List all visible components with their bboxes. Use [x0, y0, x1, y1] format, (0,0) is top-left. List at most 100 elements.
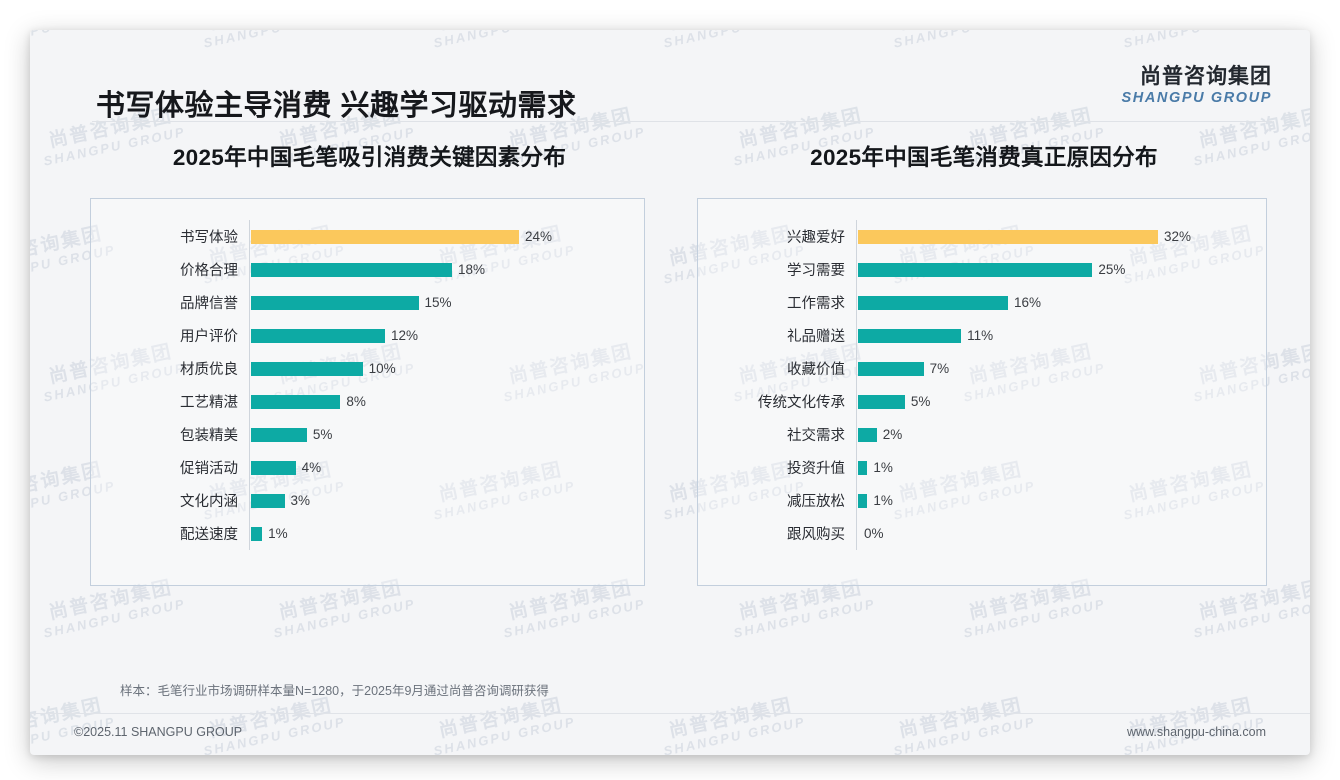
bar-row: 收藏价值 7% [698, 352, 1266, 385]
bar-row: 品牌信誉 15% [91, 286, 644, 319]
bar-fill [858, 295, 1008, 310]
bar-value-label: 7% [929, 361, 950, 376]
bar-fill [251, 229, 519, 244]
bar-value-label: 11% [967, 328, 994, 343]
bar-category-label: 工作需求 [787, 296, 845, 312]
chart-title-left: 2025年中国毛笔吸引消费关键因素分布 [172, 145, 567, 170]
bar-fill [858, 328, 962, 343]
bar-track: 12% [249, 319, 644, 352]
bar-value-label: 24% [525, 229, 553, 244]
company-logo: 尚普咨询集团 SHANGPU GROUP [1121, 64, 1272, 108]
bar-track: 5% [856, 385, 1266, 418]
bar-value-label: 4% [301, 460, 322, 475]
bar-fill [858, 493, 868, 508]
bar-value-label: 16% [1014, 295, 1042, 310]
bar-row: 工作需求 16% [698, 286, 1266, 319]
bar-fill [251, 394, 341, 409]
bar-row: 用户评价 12% [91, 319, 644, 352]
bar-category-label: 书写体验 [180, 230, 238, 246]
bar-value-label: 25% [1098, 262, 1126, 277]
page-title: 书写体验主导消费 兴趣学习驱动需求 [96, 90, 577, 122]
bar-chart-left: 书写体验 24% 价格合理 18% 品牌信誉 15% 用户评价 12% 材质优良 10% 工艺精湛 8… [91, 199, 644, 585]
bar-track: 1% [856, 484, 1266, 517]
bar-fill [251, 262, 452, 277]
bar-value-label: 12% [391, 328, 419, 343]
bar-category-label: 社交需求 [787, 428, 845, 444]
bar-track: 10% [249, 352, 644, 385]
bar-fill [251, 361, 363, 376]
chart-card-left: 书写体验 24% 价格合理 18% 品牌信誉 15% 用户评价 12% 材质优良 10% 工艺精湛 8… [90, 198, 645, 586]
bar-category-label: 品牌信誉 [180, 296, 238, 312]
bar-fill [858, 229, 1158, 244]
bar-track: 0% [856, 517, 1266, 550]
bar-category-label: 礼品赠送 [787, 329, 845, 345]
bar-value-label: 10% [368, 361, 396, 376]
bar-value-label: 2% [882, 427, 903, 442]
bar-fill [251, 460, 296, 475]
charts-container: 2025年中国毛笔吸引消费关键因素分布 书写体验 24% 价格合理 18% 品牌信誉 15… [30, 140, 1310, 586]
chart-title-right: 2025年中国毛笔消费真正原因分布 [810, 145, 1158, 170]
bar-value-label: 5% [910, 394, 931, 409]
bar-row: 学习需要 25% [698, 253, 1266, 286]
bar-row: 包装精美 5% [91, 418, 644, 451]
bar-fill [251, 295, 419, 310]
bar-row: 价格合理 18% [91, 253, 644, 286]
bar-category-label: 材质优良 [180, 362, 238, 378]
bar-track: 1% [856, 451, 1266, 484]
bar-fill [858, 394, 905, 409]
copyright-text: ©2025.11 SHANGPU GROUP [74, 725, 243, 739]
bar-row: 传统文化传承 5% [698, 385, 1266, 418]
bar-row: 兴趣爱好 32% [698, 220, 1266, 253]
bar-track: 3% [249, 484, 644, 517]
bar-value-label: 8% [346, 394, 366, 409]
bar-track: 15% [249, 286, 644, 319]
bar-fill [251, 526, 263, 541]
bar-value-label: 1% [873, 493, 893, 508]
bar-track: 25% [856, 253, 1266, 286]
bar-row: 礼品赠送 11% [698, 319, 1266, 352]
bar-fill [251, 328, 385, 343]
bar-fill [858, 361, 924, 376]
bar-value-label: 1% [268, 526, 288, 541]
bar-category-label: 包装精美 [180, 428, 238, 444]
bar-track: 8% [249, 385, 644, 418]
bar-value-label: 0% [864, 526, 884, 541]
bar-row: 促销活动 4% [91, 451, 644, 484]
bar-value-label: 5% [312, 427, 333, 442]
chart-panel-right: 2025年中国毛笔消费真正原因分布 兴趣爱好 32% 学习需要 25% 工作需求 16% 礼… [697, 140, 1267, 586]
bar-track: 5% [249, 418, 644, 451]
bar-row: 文化内涵 3% [91, 484, 644, 517]
slide-footer: ©2025.11 SHANGPU GROUP www.shangpu-china… [30, 714, 1310, 755]
bar-value-label: 1% [873, 460, 893, 475]
bar-track: 7% [856, 352, 1266, 385]
bar-category-label: 文化内涵 [180, 494, 238, 510]
footnote: 样本：毛笔行业市场调研样本量N=1280，于2025年9月通过尚普咨询调研获得 [120, 684, 549, 698]
bar-category-label: 跟风购买 [787, 527, 845, 543]
bar-row: 投资升值 1% [698, 451, 1266, 484]
logo-english-name: SHANGPU GROUP [1121, 90, 1272, 107]
slide-header: 书写体验主导消费 兴趣学习驱动需求 尚普咨询集团 SHANGPU GROUP [30, 30, 1310, 122]
bar-value-label: 18% [458, 262, 486, 277]
bar-track: 32% [856, 220, 1266, 253]
bar-category-label: 减压放松 [787, 494, 845, 510]
bar-row: 跟风购买 0% [698, 517, 1266, 550]
bar-category-label: 学习需要 [787, 263, 845, 279]
header-divider [92, 121, 1272, 122]
website-link[interactable]: www.shangpu-china.com [1127, 725, 1266, 739]
bar-category-label: 收藏价值 [787, 362, 845, 378]
bar-category-label: 工艺精湛 [180, 395, 238, 411]
bar-fill [251, 427, 307, 442]
bar-value-label: 32% [1164, 229, 1192, 244]
chart-card-right: 兴趣爱好 32% 学习需要 25% 工作需求 16% 礼品赠送 11% 收藏价值 7% 传统文化传承… [697, 198, 1267, 586]
bar-track: 4% [249, 451, 644, 484]
bar-value-label: 15% [424, 295, 452, 310]
bar-chart-right: 兴趣爱好 32% 学习需要 25% 工作需求 16% 礼品赠送 11% 收藏价值 7% 传统文化传承… [698, 199, 1266, 585]
bar-track: 24% [249, 220, 644, 253]
footer-divider [30, 713, 1310, 714]
bar-row: 书写体验 24% [91, 220, 644, 253]
bar-fill [858, 427, 877, 442]
bar-track: 18% [249, 253, 644, 286]
bar-track: 1% [249, 517, 644, 550]
slide: 尚普咨询集团 SHANGPU GROUP 尚普咨询集团 SHANGPU GROUP 尚普… [30, 30, 1310, 755]
bar-track: 2% [856, 418, 1266, 451]
